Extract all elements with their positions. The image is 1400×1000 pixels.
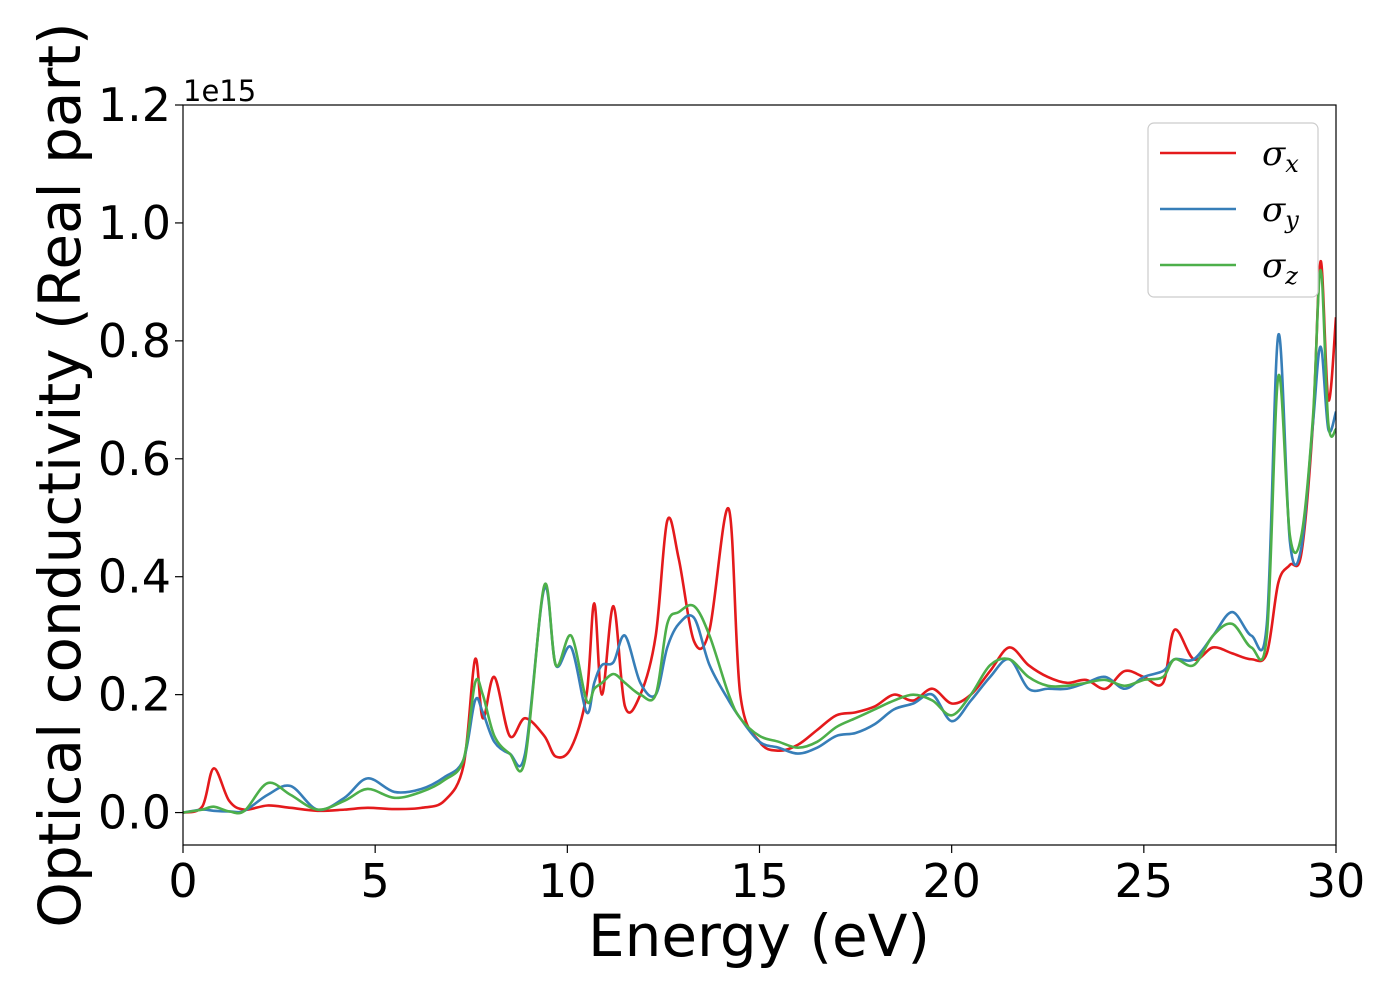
series-line-y: [183, 333, 1336, 814]
plot-area: [182, 104, 1337, 846]
x-tick-label: 10: [538, 854, 597, 908]
y-axis-ticks: 0.0 0.2 0.4 0.6 0.8 1.0 1.2: [98, 78, 183, 840]
x-axis-label: Energy (eV): [588, 902, 930, 970]
y-tick-label: 0.8: [98, 314, 171, 368]
y-tick-label: 1.2: [98, 78, 171, 132]
series-line-x: [183, 259, 1336, 814]
y-tick-label: 0.0: [98, 786, 171, 840]
legend-label-y: σy: [1262, 190, 1299, 234]
legend-label-x: σx: [1262, 134, 1299, 178]
y-tick-label: 0.2: [98, 668, 171, 722]
legend: σx σy σz: [1147, 122, 1319, 298]
legend-label-z: σz: [1262, 246, 1298, 290]
x-tick-label: 30: [1307, 854, 1366, 908]
y-tick-label: 1.0: [98, 196, 171, 250]
x-tick-label: 15: [730, 854, 789, 908]
y-axis-offset-label: 1e15: [183, 74, 256, 108]
series-line-z: [183, 268, 1336, 815]
y-tick-label: 0.6: [98, 432, 171, 486]
x-tick-label: 0: [168, 854, 197, 908]
y-tick-label: 0.4: [98, 550, 171, 604]
x-tick-label: 20: [922, 854, 981, 908]
x-axis-ticks: 0 5 10 15 20 25 30: [168, 845, 1365, 908]
x-tick-label: 5: [361, 854, 390, 908]
series-lines: [183, 259, 1336, 815]
x-tick-label: 25: [1115, 854, 1174, 908]
y-axis-label: Optical conductivity (Real part): [26, 22, 94, 927]
